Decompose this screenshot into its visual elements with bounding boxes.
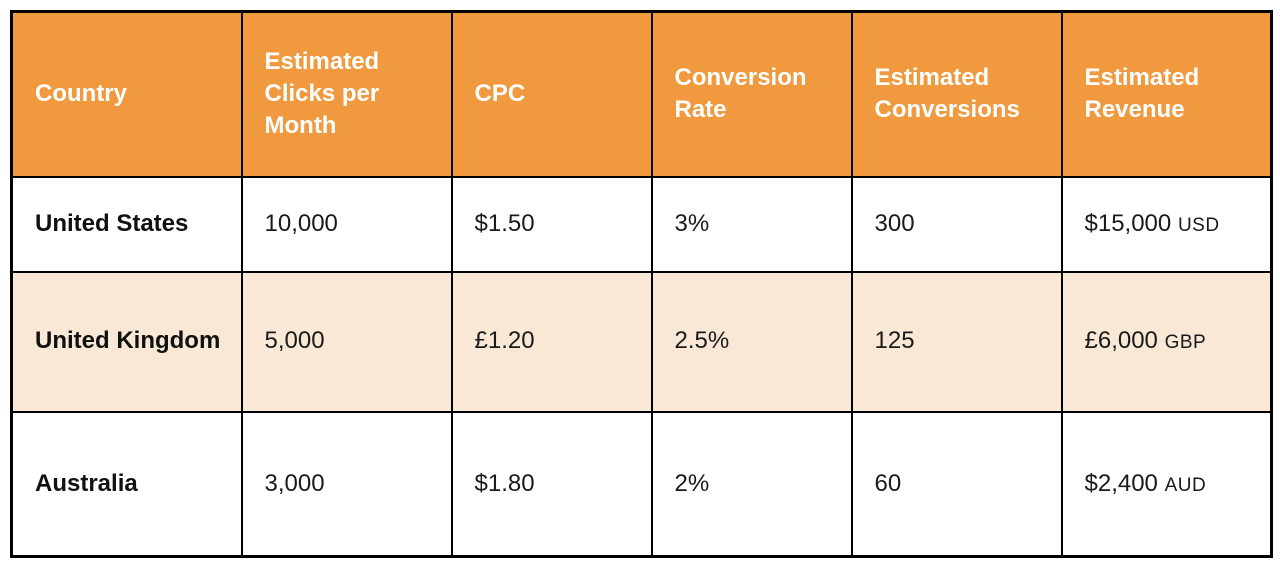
table-row-united-kingdom: United Kingdom 5,000 £1.20 2.5% 125 £6,0…	[10, 270, 1273, 413]
column-header-cpc: CPC	[450, 10, 653, 178]
column-header-revenue: Estimated Revenue	[1060, 10, 1273, 178]
table-row-australia: Australia 3,000 $1.80 2% 60 $2,400 AUD	[10, 410, 1273, 558]
revenue-currency-code: GBP	[1164, 332, 1207, 354]
cell-cpc: £1.20	[450, 270, 653, 413]
cell-conversion-rate: 3%	[650, 175, 853, 273]
cell-clicks: 10,000	[240, 175, 453, 273]
cell-conversion-rate: 2.5%	[650, 270, 853, 413]
cell-conversions: 300	[850, 175, 1063, 273]
column-header-country: Country	[10, 10, 243, 178]
cell-country: United Kingdom	[10, 270, 243, 413]
cell-clicks: 3,000	[240, 410, 453, 558]
column-header-clicks: Estimated Clicks per Month	[240, 10, 453, 178]
cell-conversions: 60	[850, 410, 1063, 558]
table-row-united-states: United States 10,000 $1.50 3% 300 $15,00…	[10, 175, 1273, 273]
table-header: Country Estimated Clicks per Month CPC C…	[10, 10, 1273, 178]
revenue-value: $2,400	[1084, 469, 1158, 497]
revenue-value: £6,000	[1084, 327, 1158, 355]
cell-conversion-rate: 2%	[650, 410, 853, 558]
cell-cpc: $1.80	[450, 410, 653, 558]
table-body: United States 10,000 $1.50 3% 300 $15,00…	[10, 175, 1273, 558]
cell-country: Australia	[10, 410, 243, 558]
header-row: Country Estimated Clicks per Month CPC C…	[10, 10, 1273, 178]
cell-clicks: 5,000	[240, 270, 453, 413]
ppc-estimates-table: Country Estimated Clicks per Month CPC C…	[10, 10, 1273, 558]
revenue-value: $15,000	[1084, 209, 1172, 237]
cell-country: United States	[10, 175, 243, 273]
column-header-conversions: Estimated Conversions	[850, 10, 1063, 178]
column-header-conversion-rate: Conversion Rate	[650, 10, 853, 178]
revenue-currency-code: AUD	[1164, 474, 1207, 496]
cell-revenue: $2,400 AUD	[1060, 410, 1273, 558]
cell-cpc: $1.50	[450, 175, 653, 273]
cell-revenue: £6,000 GBP	[1060, 270, 1273, 413]
revenue-currency-code: USD	[1177, 214, 1220, 236]
cell-revenue: $15,000 USD	[1060, 175, 1273, 273]
cell-conversions: 125	[850, 270, 1063, 413]
